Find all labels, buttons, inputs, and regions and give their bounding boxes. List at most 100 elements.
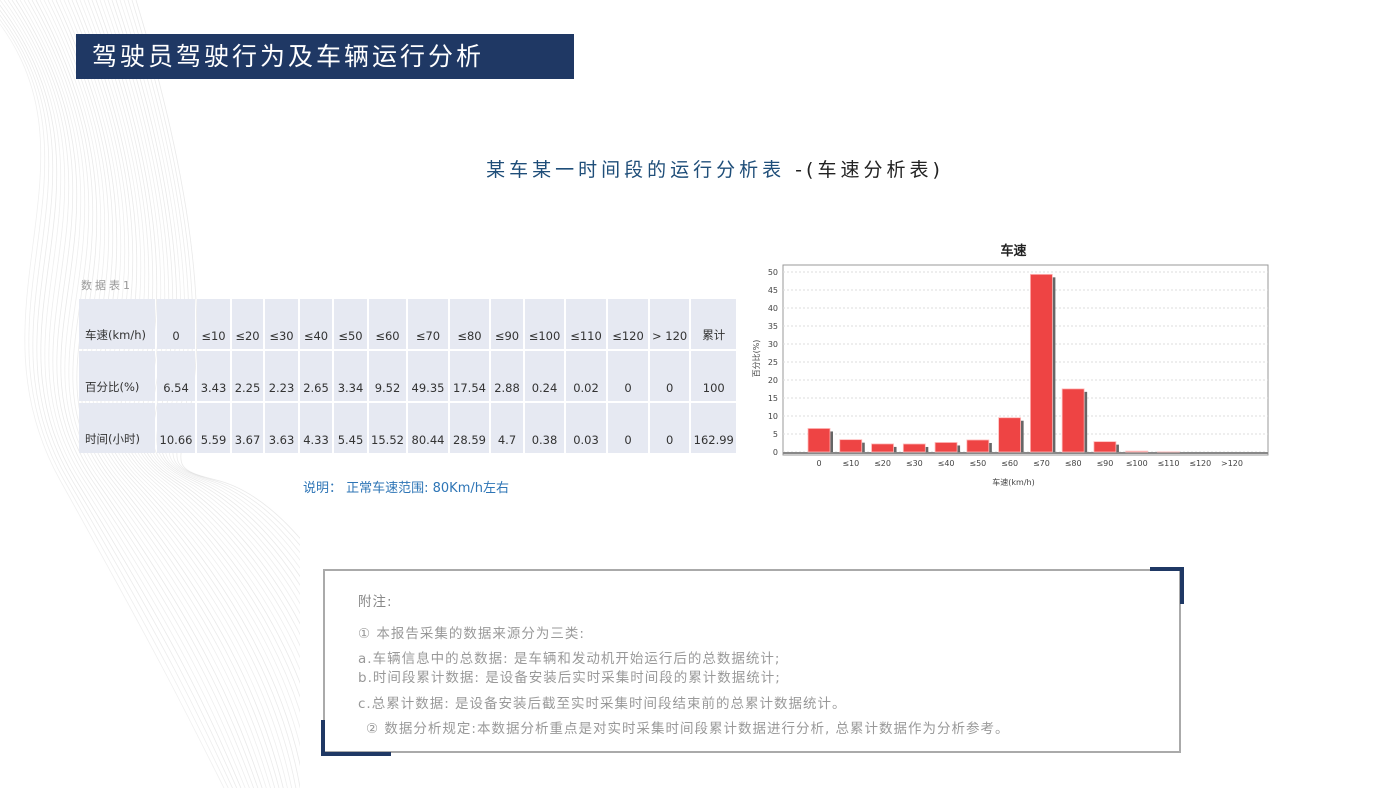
y-tick-label: 45 [768, 286, 778, 295]
bar [1093, 441, 1117, 453]
table-row: 车速(km/h) 0 ≤10 ≤20 ≤30 ≤40 ≤50 ≤60 ≤70 ≤80 ≤90 ≤100… [79, 299, 737, 349]
table-cell: 0.38 [525, 403, 564, 453]
table-cell: 0 [608, 351, 648, 401]
corner-decoration [321, 720, 391, 756]
wave-line [91, 0, 300, 636]
page-title: 驾驶员驾驶行为及车辆运行分析 [76, 34, 574, 79]
y-tick-label: 50 [768, 268, 778, 277]
table-cell: ≤90 [491, 299, 523, 349]
x-tick-label: ≤50 [969, 459, 986, 468]
wave-line [123, 0, 300, 562]
table-cell: ≤60 [369, 299, 406, 349]
table-cell: 2.88 [491, 351, 523, 401]
table-cell: ≤30 [265, 299, 298, 349]
table-cell: ≤110 [566, 299, 606, 349]
table-cell: ≤70 [408, 299, 448, 349]
wave-line [95, 0, 300, 625]
x-axis-label: 车速(km/h) [992, 477, 1034, 487]
table-cell: 2.65 [300, 351, 332, 401]
wave-line [0, 0, 246, 788]
table-cell: 0 [157, 299, 195, 349]
x-tick-label: ≤10 [842, 459, 859, 468]
corner-decoration [1150, 567, 1184, 604]
bar [1061, 388, 1085, 453]
x-tick-label: 0 [816, 459, 821, 468]
wave-line [0, 23, 225, 788]
x-tick-label: ≤110 [1157, 459, 1179, 468]
bar [1029, 273, 1053, 453]
wave-line [119, 0, 300, 570]
plot-area [782, 264, 1269, 456]
y-tick-label: 40 [768, 304, 778, 313]
speed-data-table: 车速(km/h) 0 ≤10 ≤20 ≤30 ≤40 ≤50 ≤60 ≤70 ≤80 ≤90 ≤100… [77, 297, 738, 455]
chart-title: 车速 [1000, 243, 1026, 259]
row-label: 百分比(%) [79, 351, 155, 401]
wave-line [7, 0, 255, 788]
table-cell: 5.45 [334, 403, 367, 453]
bar [807, 428, 831, 453]
wave-line [99, 0, 300, 615]
table-cell: ≤10 [197, 299, 230, 349]
range-note: 说明： 正常车速范围: 80Km/h左右 [303, 481, 509, 496]
table-cell: ≤50 [334, 299, 367, 349]
wave-line [43, 0, 293, 788]
table-cell: > 120 [650, 299, 690, 349]
appendix-line: ② 数据分析规定:本数据分析重点是对实时采集时间段累计数据进行分析, 总累计数据… [366, 721, 1010, 737]
table-cell: ≤100 [525, 299, 564, 349]
table-cell: 10.66 [157, 403, 195, 453]
table-cell: 0.03 [566, 403, 606, 453]
row-label: 时间(小时) [79, 403, 155, 453]
appendix-line: ① 本报告采集的数据来源分为三类: [358, 626, 585, 642]
x-tick-label: ≤80 [1065, 459, 1082, 468]
table-cell: 15.52 [369, 403, 406, 453]
table-cell: 2.23 [265, 351, 298, 401]
wave-line [83, 0, 300, 659]
wave-line [63, 0, 300, 730]
table-cell: 80.44 [408, 403, 448, 453]
wave-line [59, 0, 300, 747]
table-cell: 100 [691, 351, 737, 401]
appendix-line: a.车辆信息中的总数据: 是车辆和发动机开始运行后的总数据统计; [358, 651, 781, 667]
appendix-box [323, 569, 1181, 753]
table-cell: 2.25 [232, 351, 263, 401]
y-tick-label: 10 [768, 412, 778, 421]
table-cell: 0.24 [525, 351, 564, 401]
table-cell: 3.67 [232, 403, 263, 453]
y-tick-label: 25 [768, 358, 778, 367]
y-tick-label: 15 [768, 394, 778, 403]
y-tick-label: 0 [773, 448, 778, 457]
wave-line [107, 0, 300, 595]
table-cell: 0 [650, 403, 690, 453]
subtitle-suffix: -(车速分析表) [785, 159, 944, 181]
bar [1125, 450, 1149, 453]
wave-line [47, 0, 297, 788]
appendix-heading: 附注: [358, 594, 393, 610]
bar [871, 443, 894, 453]
x-tick-label: ≤60 [1001, 459, 1018, 468]
wave-line [87, 0, 300, 647]
x-tick-label: ≤120 [1189, 459, 1211, 468]
wave-line [51, 0, 300, 788]
subtitle-main: 某车某一时间段的运行分析表 [486, 159, 786, 181]
wave-line [67, 0, 300, 713]
table-cell: 17.54 [450, 351, 489, 401]
section-subtitle: 某车某一时间段的运行分析表 -(车速分析表) [0, 155, 1400, 182]
wave-line [131, 0, 300, 547]
table-cell: 28.59 [450, 403, 489, 453]
appendix-line: b.时间段累计数据: 是设备安装后实时采集时间段的累计数据统计; [358, 670, 781, 686]
x-tick-label: ≤40 [938, 459, 955, 468]
speed-bar-chart: 车速 0 5 10 15 20 25 30 35 40 45 50 0 ≤10 ≤20 ≤30 ≤40 ≤50 ≤6… [751, 243, 1269, 487]
table-caption: 数据表1 [81, 279, 133, 292]
wave-line [75, 0, 300, 684]
table-cell: ≤120 [608, 299, 648, 349]
table-cell: 6.54 [157, 351, 195, 401]
bar [998, 417, 1022, 453]
table-cell: ≤40 [300, 299, 332, 349]
y-tick-label: 20 [768, 376, 778, 385]
x-tick-label: ≤90 [1096, 459, 1113, 468]
wave-line [0, 10, 238, 788]
table-row: 百分比(%) 6.54 3.43 2.25 2.23 2.65 3.34 9.52 49.35 1… [79, 351, 737, 401]
table-cell: 3.43 [197, 351, 230, 401]
x-tick-label: >120 [1221, 459, 1243, 468]
table-cell: 3.34 [334, 351, 367, 401]
